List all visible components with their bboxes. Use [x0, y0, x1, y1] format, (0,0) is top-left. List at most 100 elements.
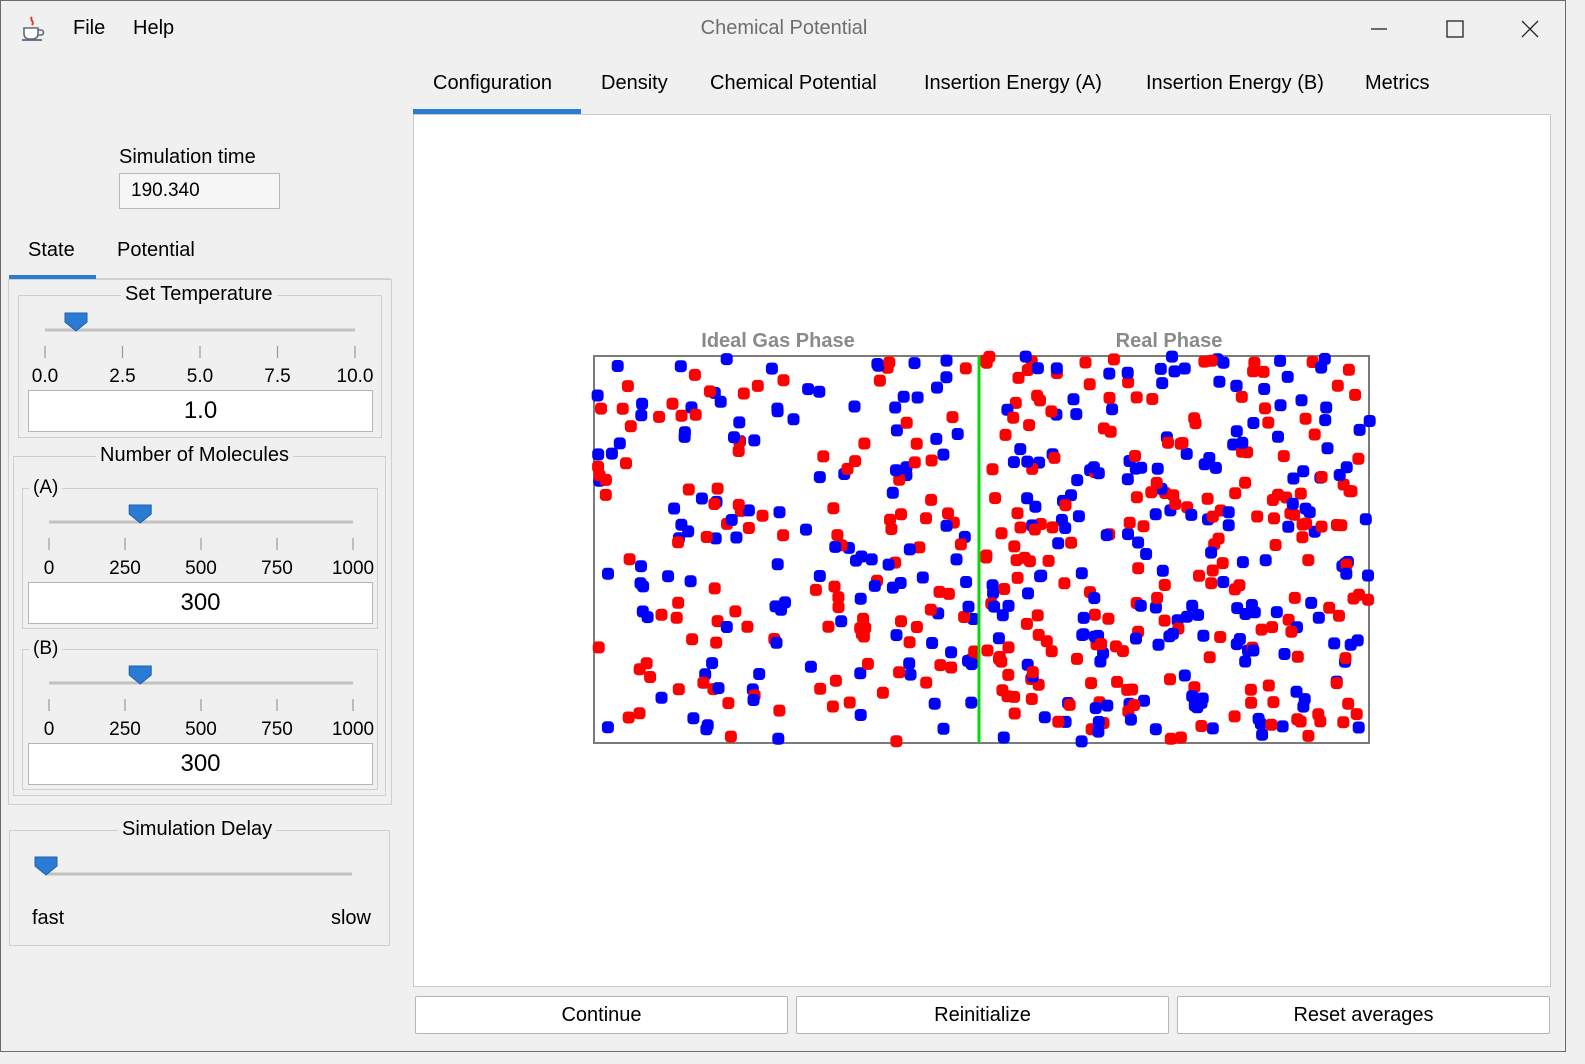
application-window: File Help Chemical Potential Simulation … — [0, 0, 1566, 1052]
particle — [1206, 564, 1219, 577]
particle — [675, 409, 688, 422]
close-button[interactable] — [1494, 5, 1566, 53]
particle — [1149, 508, 1162, 521]
particle — [1174, 731, 1187, 744]
particle — [1235, 390, 1248, 403]
particle — [777, 374, 790, 387]
temperature-tick-label: 10.0 — [337, 366, 374, 387]
particle — [903, 543, 916, 556]
particle — [1296, 531, 1309, 544]
particle — [1128, 699, 1141, 712]
close-icon — [1521, 20, 1539, 38]
particle — [1026, 666, 1039, 679]
molecules-b-group: (B) 0 250 500 750 1000 300 — [22, 638, 378, 790]
molecules-a-label: (A) — [29, 477, 63, 499]
particle — [1079, 356, 1092, 369]
menu-help[interactable]: Help — [133, 17, 175, 39]
particle — [655, 691, 668, 704]
temperature-value-field[interactable]: 1.0 — [28, 390, 373, 432]
molecules-a-value-field[interactable]: 300 — [28, 582, 373, 624]
particle — [987, 587, 1000, 600]
real-phase-label: Real Phase — [1116, 330, 1223, 352]
particle — [672, 596, 685, 609]
particle — [997, 731, 1010, 744]
molecules-b-value-field[interactable]: 300 — [28, 743, 373, 785]
particle — [621, 380, 634, 393]
tab-insertion-energy-b[interactable]: Insertion Energy (B) — [1146, 72, 1324, 94]
delay-slider[interactable] — [10, 831, 389, 891]
particle — [1272, 430, 1284, 443]
particle — [1164, 732, 1177, 745]
particle — [644, 671, 657, 683]
particle — [1353, 588, 1365, 601]
particle — [1302, 554, 1315, 567]
particle — [1186, 599, 1199, 612]
minimize-icon — [1371, 28, 1387, 30]
particle — [1186, 690, 1199, 703]
particle — [729, 605, 742, 618]
particle — [1201, 492, 1214, 505]
temperature-group: Set Temperature 0.0 2.5 5.0 7.5 10.0 1.0 — [18, 283, 382, 438]
menu-file[interactable]: File — [73, 17, 106, 39]
particle — [968, 645, 981, 658]
tab-state-indicator — [9, 275, 96, 279]
minimize-button[interactable] — [1343, 5, 1415, 53]
particle — [1029, 500, 1042, 513]
particle — [1343, 485, 1356, 498]
simulation-canvas: Ideal Gas Phase Real Phase — [591, 330, 1376, 748]
particle — [1107, 353, 1120, 366]
particle — [1342, 363, 1355, 376]
particle — [1262, 679, 1275, 692]
slider-thumb-icon[interactable] — [128, 504, 152, 524]
tab-density[interactable]: Density — [601, 72, 668, 94]
particle — [1297, 700, 1310, 713]
maximize-button[interactable] — [1419, 5, 1491, 53]
particle — [728, 431, 740, 444]
particle — [1077, 611, 1090, 624]
reset-averages-button[interactable]: Reset averages — [1177, 996, 1550, 1034]
particle — [1158, 614, 1171, 627]
particle — [873, 374, 886, 387]
particle — [765, 362, 778, 375]
particle — [1052, 715, 1065, 728]
slider-thumb-icon[interactable] — [34, 856, 58, 876]
java-cup-icon[interactable] — [19, 15, 45, 43]
particle — [1236, 445, 1248, 458]
particle — [747, 694, 760, 706]
temperature-slider[interactable]: 0.0 2.5 5.0 7.5 10.0 — [19, 296, 381, 396]
particle — [854, 592, 867, 605]
particle — [700, 531, 713, 543]
tab-chemical-potential[interactable]: Chemical Potential — [710, 72, 877, 94]
tab-insertion-energy-a[interactable]: Insertion Energy (A) — [924, 72, 1102, 94]
particle — [1088, 592, 1101, 605]
particle — [868, 579, 881, 592]
particle — [635, 409, 648, 422]
particle — [924, 603, 937, 616]
tab-configuration[interactable]: Configuration — [433, 72, 552, 94]
reinitialize-button[interactable]: Reinitialize — [796, 996, 1169, 1034]
tab-state[interactable]: State — [28, 239, 75, 261]
particle — [960, 576, 973, 588]
molecules-b-slider[interactable]: 0 250 500 750 1000 — [23, 650, 377, 748]
slider-thumb-icon[interactable] — [128, 665, 152, 685]
tab-metrics[interactable]: Metrics — [1365, 72, 1430, 94]
particle — [1231, 602, 1244, 615]
particle — [813, 385, 826, 398]
particle — [655, 608, 668, 621]
particle — [711, 615, 724, 628]
slider-thumb-icon[interactable] — [64, 312, 88, 332]
molecules-a-slider[interactable]: 0 250 500 750 1000 — [23, 489, 377, 587]
temperature-tick-label: 2.5 — [109, 366, 135, 387]
continue-button[interactable]: Continue — [415, 996, 788, 1034]
molecules-b-tick-label: 0 — [44, 719, 55, 740]
particle — [934, 659, 947, 672]
particle — [1137, 520, 1150, 533]
particle — [908, 456, 921, 469]
molecules-title: Number of Molecules — [96, 444, 293, 467]
tab-potential[interactable]: Potential — [117, 239, 195, 261]
particle — [1138, 694, 1150, 707]
particle — [1222, 506, 1235, 519]
particle — [890, 464, 902, 477]
particle — [1156, 564, 1169, 577]
particle — [850, 554, 862, 567]
